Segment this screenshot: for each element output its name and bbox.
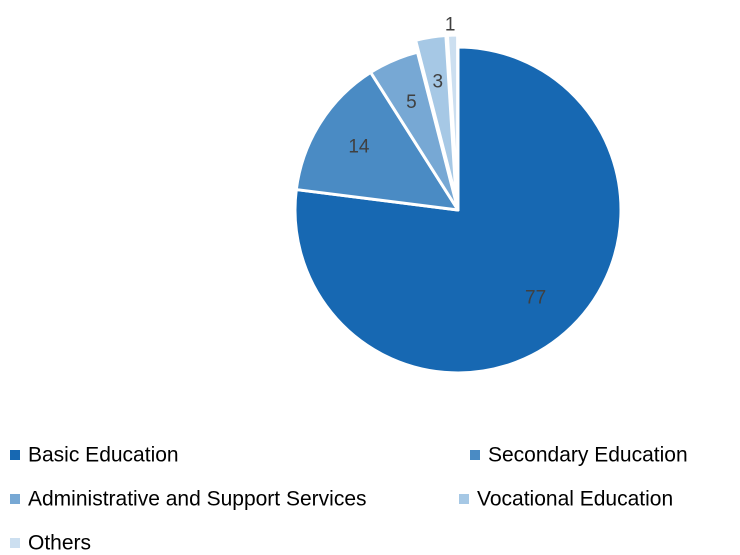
legend-label-vocational-education: Vocational Education [477, 488, 673, 511]
legend-swatch-administrative-and-support-services [10, 494, 20, 504]
legend-swatch-others [10, 538, 20, 548]
pie-slice-secondary-education [294, 70, 460, 212]
legend-item-others: Others [10, 532, 91, 555]
data-label-vocational-education: 3 [432, 72, 443, 93]
legend-swatch-secondary-education [470, 450, 480, 460]
legend-swatch-vocational-education [459, 494, 469, 504]
legend-swatch-basic-education [10, 450, 20, 460]
legend-label-others: Others [28, 532, 91, 555]
pie-slices [293, 33, 623, 375]
pie-slice-basic-education [293, 45, 623, 375]
legend-item-administrative-and-support-services: Administrative and Support Services [10, 488, 367, 511]
data-label-secondary-education: 14 [348, 137, 370, 158]
legend-label-secondary-education: Secondary Education [488, 444, 688, 467]
pie-data-labels: 77 14 53 1 [348, 15, 546, 309]
legend-label-basic-education: Basic Education [28, 444, 179, 467]
legend-label-administrative-and-support-services: Administrative and Support Services [28, 488, 367, 511]
pie-slice-vocational-education [414, 33, 458, 200]
legend-item-basic-education: Basic Education [10, 444, 179, 467]
data-label-administrative-and-support-services: 5 [406, 92, 417, 113]
legend-item-secondary-education: Secondary Education [470, 444, 688, 467]
pie-slice-others [445, 33, 460, 200]
data-label-others: 1 [445, 15, 456, 36]
legend: Basic Education Secondary Education Admini… [10, 444, 688, 555]
data-label-basic-education: 77 [525, 288, 546, 309]
legend-item-vocational-education: Vocational Education [459, 488, 673, 511]
